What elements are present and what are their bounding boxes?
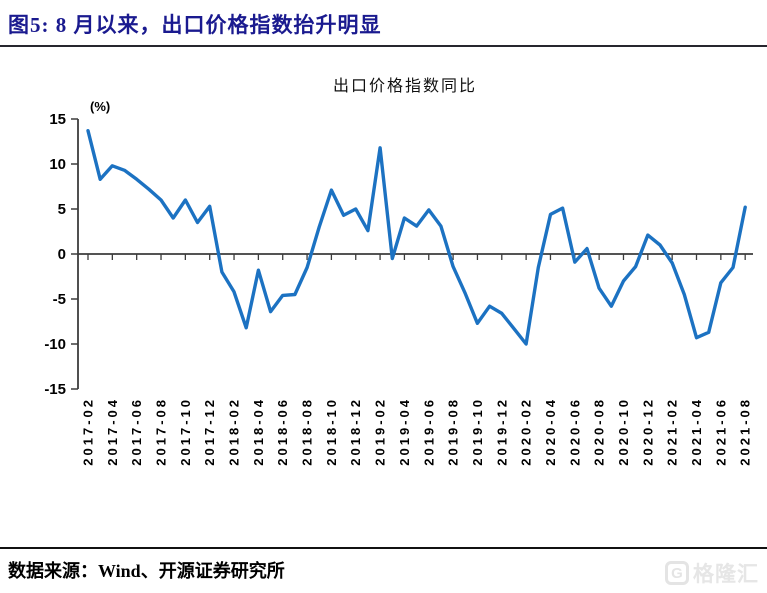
chart-title: 出口价格指数同比	[332, 78, 477, 95]
y-axis-unit-label: (%)	[90, 99, 111, 114]
footer-divider	[0, 547, 767, 549]
x-tick-label: 2018-08	[300, 397, 315, 466]
x-tick-label: 2019-10	[470, 397, 485, 466]
x-tick-label: 2020-02	[519, 397, 534, 466]
x-tick-label: 2021-06	[713, 397, 728, 466]
title-divider	[0, 45, 767, 47]
watermark: G 格隆汇	[665, 558, 759, 588]
x-tick-label: 2019-06	[421, 397, 436, 466]
x-tick-label: 2019-08	[446, 397, 461, 466]
x-tick-label: 2018-10	[324, 397, 339, 466]
gelonghui-logo-icon: G	[665, 561, 689, 585]
x-tick-label: 2019-02	[373, 397, 388, 466]
line-chart-svg: 15 10 5 0 -5 -10 -15 2017-02 2017-04 2017-06 2017-…	[44, 111, 753, 466]
export-price-index-line	[86, 129, 747, 346]
x-tick-label: 2017-08	[154, 397, 169, 466]
y-tick-label: 0	[58, 246, 66, 263]
x-tick-label: 2020-10	[616, 397, 631, 466]
x-tick-label: 2019-04	[397, 397, 412, 466]
y-tick-label: -10	[44, 336, 66, 353]
x-tick-label: 2018-04	[251, 397, 266, 466]
x-tick-label: 2017-02	[81, 397, 96, 466]
y-tick-label: -5	[53, 291, 66, 308]
x-tick-label: 2018-02	[227, 397, 242, 466]
x-tick-label: 2017-04	[105, 397, 120, 466]
figure-title: 图5: 8 月以来，出口价格指数抬升明显	[8, 13, 382, 37]
y-tick-label: 10	[49, 156, 66, 173]
x-tick-label: 2021-04	[689, 397, 704, 466]
watermark-text: 格隆汇	[693, 563, 759, 586]
x-tick-label: 2020-12	[640, 397, 655, 466]
y-tick-label: 5	[58, 201, 66, 218]
x-tick-label: 2019-12	[494, 397, 509, 466]
x-tick-label: 2018-12	[348, 397, 363, 466]
x-tick-label: 2020-08	[592, 397, 607, 466]
data-source-text: 数据来源：Wind、开源证券研究所	[8, 561, 285, 581]
x-tick-label: 2017-10	[178, 397, 193, 466]
x-tick-label: 2021-02	[665, 397, 680, 466]
x-tick-label: 2017-12	[202, 397, 217, 466]
x-tick-label: 2021-08	[738, 397, 753, 466]
x-tick-label: 2020-04	[543, 397, 558, 466]
y-tick-label: -15	[44, 381, 66, 398]
y-tick-label: 15	[49, 111, 66, 128]
x-tick-label: 2018-06	[275, 397, 290, 466]
x-tick-label: 2017-06	[129, 397, 144, 466]
x-tick-label: 2020-06	[567, 397, 582, 466]
